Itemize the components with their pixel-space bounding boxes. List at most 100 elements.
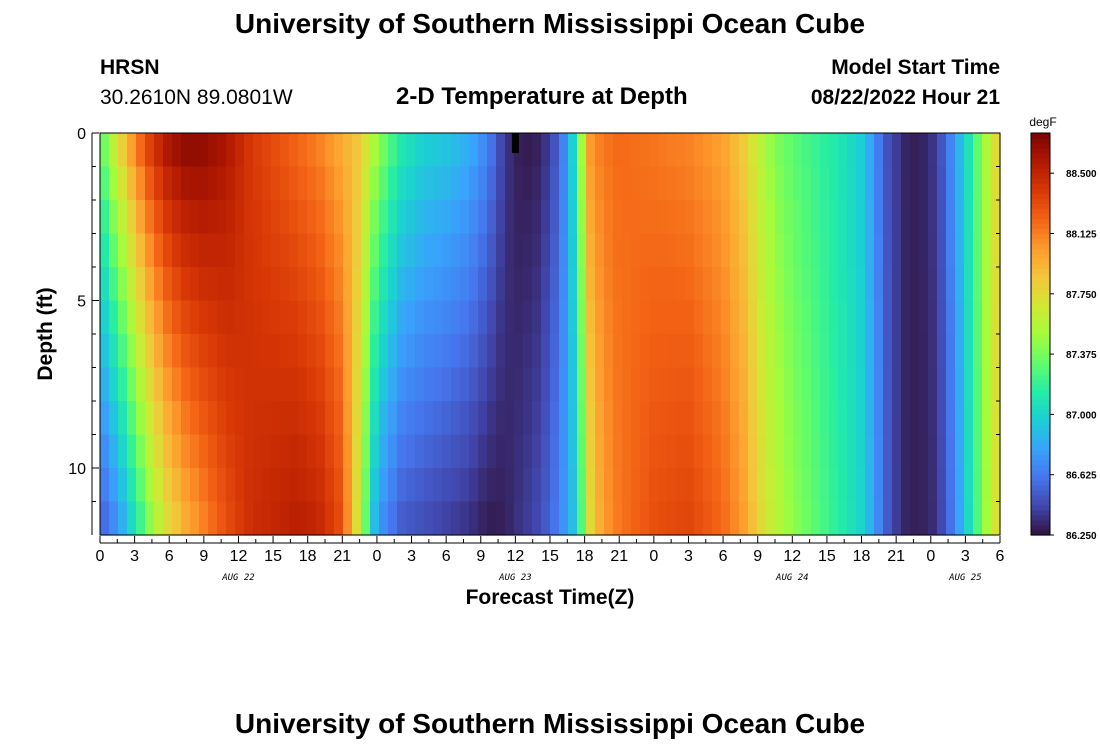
heatmap-cell <box>811 334 821 369</box>
heatmap-cell <box>235 367 245 402</box>
heatmap-cell <box>883 501 893 536</box>
heatmap-cell <box>541 367 551 402</box>
heatmap-cell <box>757 367 767 402</box>
heatmap-cell <box>208 434 218 469</box>
heatmap-cell <box>793 434 803 469</box>
heatmap-cell <box>505 367 515 402</box>
heatmap-cell <box>919 233 929 268</box>
x-tick-label: 18 <box>576 548 594 565</box>
heatmap-cell <box>370 233 380 268</box>
heatmap-cell <box>397 300 407 335</box>
heatmap-cell <box>739 501 749 536</box>
heatmap-cell <box>622 300 632 335</box>
heatmap-cell <box>469 501 479 536</box>
heatmap-cell <box>820 434 830 469</box>
heatmap-cell <box>955 401 965 436</box>
colorbar-segment <box>1031 193 1050 199</box>
heatmap-cell <box>568 401 578 436</box>
heatmap-cell <box>451 434 461 469</box>
colorbar-segment <box>1031 198 1050 204</box>
colorbar-segment <box>1031 153 1050 159</box>
x-tick-label: 18 <box>853 548 871 565</box>
heatmap-cell <box>388 367 398 402</box>
heatmap-cell <box>298 166 308 201</box>
heatmap-cell <box>748 300 758 335</box>
heatmap-cell <box>748 334 758 369</box>
heatmap-cell <box>208 401 218 436</box>
heatmap-cell <box>352 133 362 168</box>
heatmap-cell <box>343 233 353 268</box>
heatmap-cell <box>100 166 110 201</box>
heatmap-cell <box>253 166 263 201</box>
heatmap-cell <box>460 267 470 302</box>
colorbar-segment <box>1031 484 1050 491</box>
heatmap-cell <box>550 166 560 201</box>
heatmap-cell <box>226 334 236 369</box>
date-label: AUG 23 <box>498 573 532 583</box>
x-tick-label: 6 <box>165 548 174 565</box>
heatmap-cell <box>343 367 353 402</box>
heatmap-cell <box>226 401 236 436</box>
heatmap-cell <box>199 166 209 201</box>
heatmap-cell <box>523 200 533 235</box>
heatmap-cell <box>262 501 272 536</box>
x-tick-label: 15 <box>818 548 836 565</box>
heatmap-cell <box>451 468 461 503</box>
heatmap-cell <box>649 468 659 503</box>
heatmap-cell <box>550 233 560 268</box>
heatmap-cell <box>811 434 821 469</box>
heatmap-cell <box>901 200 911 235</box>
colorbar-segment <box>1031 349 1050 355</box>
heatmap-cell <box>352 501 362 536</box>
heatmap-cell <box>784 367 794 402</box>
heatmap-cell <box>775 133 785 168</box>
heatmap-cell <box>991 367 1001 402</box>
heatmap-cell <box>298 133 308 168</box>
heatmap-cell <box>487 334 497 369</box>
heatmap-cell <box>712 133 722 168</box>
heatmap-cell <box>973 334 983 369</box>
heatmap-cell <box>208 468 218 503</box>
heatmap-cell <box>577 267 587 302</box>
heatmap-cell <box>442 267 452 302</box>
heatmap-cell <box>613 468 623 503</box>
heatmap-cell <box>820 468 830 503</box>
heatmap-cell <box>145 401 155 436</box>
heatmap-cell <box>433 133 443 168</box>
colorbar-segment <box>1031 454 1050 461</box>
heatmap-cell <box>100 434 110 469</box>
heatmap-cell <box>433 267 443 302</box>
heatmap-cell <box>289 434 299 469</box>
heatmap-cell <box>694 267 704 302</box>
heatmap-cell <box>334 334 344 369</box>
heatmap-cell <box>478 334 488 369</box>
heatmap-cell <box>784 166 794 201</box>
heatmap-cell <box>460 401 470 436</box>
heatmap-cell <box>964 233 974 268</box>
heatmap-cell <box>451 401 461 436</box>
heatmap-cell <box>352 468 362 503</box>
heatmap-cell <box>901 334 911 369</box>
heatmap-cell <box>541 434 551 469</box>
heatmap-cell <box>415 468 425 503</box>
colorbar-segment <box>1031 344 1050 350</box>
heatmap-cell <box>190 434 200 469</box>
heatmap-cell <box>244 233 254 268</box>
heatmap-cell <box>154 501 164 536</box>
heatmap-cell <box>397 166 407 201</box>
heatmap-cell <box>100 133 110 168</box>
heatmap-cell <box>928 200 938 235</box>
heatmap-cell <box>424 200 434 235</box>
heatmap-cell <box>145 501 155 536</box>
heatmap-cell <box>685 133 695 168</box>
heatmap-cell <box>262 401 272 436</box>
heatmap-cell <box>532 267 542 302</box>
heatmap-cell <box>154 133 164 168</box>
x-tick-label: 3 <box>130 548 139 565</box>
heatmap-cell <box>118 300 128 335</box>
heatmap-cell <box>487 434 497 469</box>
heatmap-cell <box>757 133 767 168</box>
heatmap-cell <box>658 166 668 201</box>
heatmap-cell <box>703 468 713 503</box>
colorbar-segment <box>1031 509 1050 516</box>
